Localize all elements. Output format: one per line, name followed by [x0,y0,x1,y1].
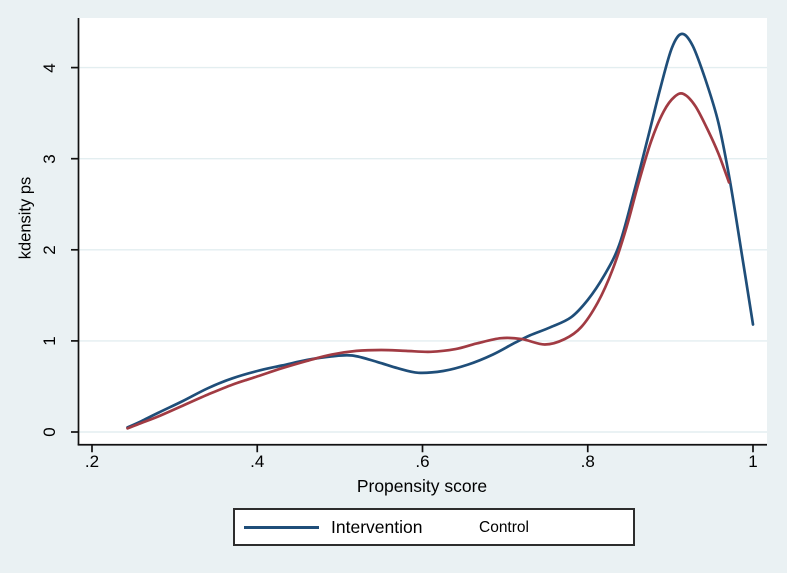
x-axis-title: Propensity score [356,476,488,496]
x-tick-label: .2 [84,452,100,471]
legend: Intervention Control [233,508,635,546]
x-tick-label: .8 [580,452,595,471]
y-tick-label: 0 [40,427,59,437]
legend-label-intervention: Intervention [331,517,423,537]
control-curve [126,92,731,430]
x-tick-label: 1 [748,452,758,471]
y-axis-title: kdensity ps [16,176,35,260]
legend-line-swatch-intervention [244,526,319,529]
y-tick-label: 2 [40,245,59,255]
y-tick-label: 3 [40,153,59,164]
y-tick-label: 1 [40,336,59,346]
plot-area [78,18,767,445]
intervention-curve [126,32,755,429]
y-tick-label: 4 [40,62,59,73]
x-tick-label: .4 [250,452,265,471]
x-tick-label: .6 [415,452,430,471]
legend-label-control: Control [479,519,529,536]
